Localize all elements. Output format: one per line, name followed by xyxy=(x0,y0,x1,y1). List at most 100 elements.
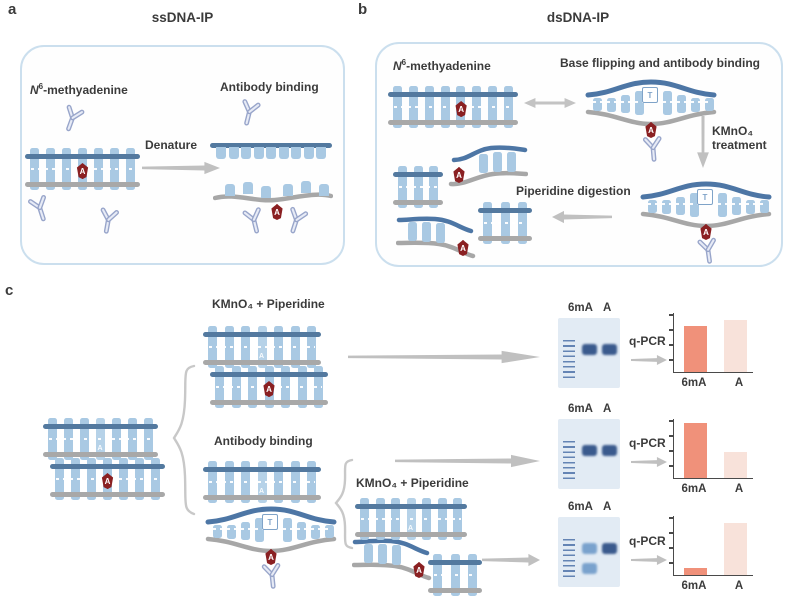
methyladenine-badge: A xyxy=(457,240,469,256)
dna-duplex-unmethylated: A xyxy=(203,324,321,370)
bottom-strand xyxy=(355,532,467,537)
qpcr-label: q-PCR xyxy=(629,534,666,548)
gel-ladder xyxy=(563,441,575,481)
gel-band xyxy=(602,543,617,554)
antibody xyxy=(92,204,125,238)
base-pair-dots xyxy=(49,438,152,440)
x-tick-label: 6mA xyxy=(681,580,707,592)
dna-duplex-base-flipped: T A xyxy=(585,74,717,138)
antibody-icon xyxy=(261,562,281,589)
bottom-strand xyxy=(478,236,532,241)
dna-duplex-oxidized: T A xyxy=(640,176,772,240)
bar-6mA xyxy=(684,567,707,575)
bottom-strand xyxy=(388,120,518,125)
x-axis-labels: 6mA A xyxy=(673,580,753,592)
antibody-icon xyxy=(697,237,716,264)
plot-area xyxy=(673,419,753,479)
bottom-strand xyxy=(428,588,482,593)
gel-band xyxy=(602,445,617,456)
panel-b-m6a-label: N6-methyadenine xyxy=(393,58,491,73)
dna-duplex-6ma: A xyxy=(210,364,328,410)
lane-label-6ma: 6mA xyxy=(568,403,593,415)
x-tick-label: A xyxy=(734,580,744,592)
antibody-icon xyxy=(290,206,309,234)
base xyxy=(301,181,311,193)
base xyxy=(241,147,251,159)
methyladenine-badge: A xyxy=(453,167,465,183)
fragment-strands xyxy=(448,145,529,187)
lane-label-a: A xyxy=(602,403,612,415)
gel-image-3 xyxy=(558,517,620,587)
antibody-icon xyxy=(242,207,261,234)
top-strand xyxy=(210,143,332,148)
methyladenine-badge: A xyxy=(455,101,467,117)
base-pair xyxy=(663,91,672,115)
antibody xyxy=(232,95,266,131)
base xyxy=(243,182,253,194)
base-pair xyxy=(283,518,292,542)
antibody-icon xyxy=(242,99,261,126)
base xyxy=(283,184,293,196)
base-pair xyxy=(677,95,686,113)
methyladenine-badge: A xyxy=(645,122,657,138)
flow-arrow-3 xyxy=(482,553,540,567)
antibody-icon xyxy=(642,136,662,162)
top-strand xyxy=(210,372,328,377)
antibody xyxy=(54,100,91,138)
antibody-icon xyxy=(100,207,120,234)
base-pair xyxy=(325,525,334,538)
antibody-icon xyxy=(28,195,47,222)
dna-duplex-6ma: A xyxy=(388,84,518,130)
bar-chart-2: 6mA A xyxy=(668,417,758,499)
brace xyxy=(172,364,196,516)
bottom-strand xyxy=(25,182,140,187)
base-pair xyxy=(746,200,755,214)
flipped-thymine: T xyxy=(262,514,278,530)
x-tick-label: A xyxy=(734,377,744,389)
methyladenine-badge: A xyxy=(101,473,114,489)
dna-duplex-unmethylated: A xyxy=(355,496,467,542)
gel-lane-labels: 6mA A xyxy=(568,302,620,314)
bottom-strand xyxy=(203,495,321,500)
branch2-label: Antibody binding xyxy=(214,434,313,448)
base-pair xyxy=(690,193,699,217)
methyladenine-badge: A xyxy=(700,224,712,240)
base xyxy=(261,186,271,198)
antibody xyxy=(237,203,271,239)
base xyxy=(316,147,326,159)
base xyxy=(216,147,226,159)
ss-top-strand xyxy=(210,143,332,163)
dna-fragment xyxy=(393,164,443,210)
base-pair xyxy=(648,200,657,213)
dna-fragment xyxy=(478,200,532,246)
flipped-thymine: T xyxy=(642,87,658,103)
antibody-icon xyxy=(66,104,85,132)
kmno4-treatment-label: KMnO₄ treatment xyxy=(712,124,767,152)
top-strand xyxy=(393,172,443,177)
base-pair-dots xyxy=(394,106,512,108)
base-pair xyxy=(364,544,373,563)
gel-image-2 xyxy=(558,419,620,489)
plot-area xyxy=(673,313,753,373)
gel-ladder xyxy=(563,340,575,380)
dna-fragment xyxy=(428,552,482,598)
dna-duplex-base-flipped: T A xyxy=(205,501,337,565)
bottom-strand xyxy=(50,492,165,497)
base-pair xyxy=(705,98,714,111)
dna-duplex-6ma: A xyxy=(50,456,165,502)
bottom-strand xyxy=(43,452,158,457)
panel-c-label: c xyxy=(5,282,14,299)
base-flipping-label: Base flipping and antibody binding xyxy=(560,56,760,70)
bar-6mA xyxy=(684,423,707,478)
methyladenine-badge: A xyxy=(271,204,283,220)
lane-label-a: A xyxy=(602,501,612,513)
base-pair xyxy=(718,193,727,217)
panel-a-m6a-label: N6-methyadenine xyxy=(30,82,128,97)
bases xyxy=(216,147,326,159)
base-pair xyxy=(378,544,387,564)
flow-arrow-2 xyxy=(395,454,540,468)
gel-band xyxy=(582,445,597,456)
antibody-bound xyxy=(278,202,314,239)
base-pair xyxy=(676,197,685,215)
